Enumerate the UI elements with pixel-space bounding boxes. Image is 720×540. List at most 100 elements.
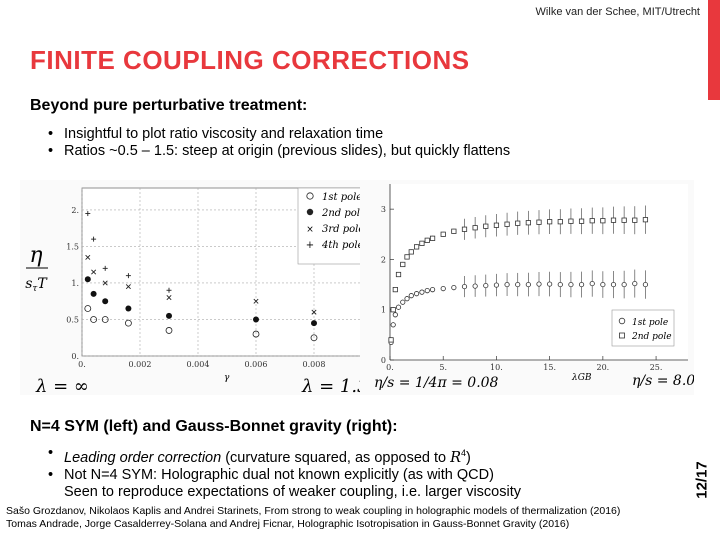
data-point-1st-pole: [642, 281, 649, 288]
bullet-item: Leading order correction (curvature squa…: [48, 445, 521, 467]
data-point-2nd-pole: [472, 225, 478, 231]
data-point-1st-pole: [101, 316, 109, 323]
data-point-1st-pole: [600, 281, 606, 288]
data-point-1st-pole: [90, 316, 97, 323]
y-tick-label: 0.5: [66, 315, 79, 324]
data-point-2nd-pole: [395, 271, 402, 278]
x-tick-label: 20.: [596, 363, 609, 372]
ylabel-eta: η: [29, 243, 42, 268]
y-tick-label: 2.: [71, 206, 79, 215]
accent-tab: [708, 0, 720, 100]
data-point-1st-pole: [536, 281, 542, 287]
data-point-1st-pole: [525, 281, 531, 288]
legend-marker-open-circle: [306, 192, 314, 200]
marker-stroke: [102, 280, 108, 286]
left-ylabel: η sτT: [25, 243, 48, 294]
data-point-1st-pole: [621, 281, 627, 288]
data-point-2nd-pole: [392, 287, 398, 293]
legend-marker-plus: +: [306, 240, 314, 251]
data-point-2nd-pole: [419, 240, 425, 246]
data-point-1st-pole: [125, 319, 132, 327]
data-point-2nd-pole: [461, 226, 468, 232]
legend-label: 1st pole: [632, 318, 668, 328]
data-point-2nd-pole: [547, 219, 553, 225]
data-point-2nd-pole: [568, 218, 574, 224]
legend-label: 4th pole: [321, 240, 364, 251]
data-point-3rd-pole: [311, 309, 317, 315]
annotation-eta-s-low: η/s = 1/4π = 0.08: [374, 375, 499, 391]
data-point-1st-pole: [252, 330, 260, 338]
y-tick-label: 1.: [71, 279, 79, 288]
y-tick-label: 1.5: [66, 242, 79, 251]
reference-item: Tomas Andrade, Jorge Casalderrey-Solana …: [6, 518, 570, 530]
data-point-4th-pole: [125, 273, 131, 279]
annotation-lambda-inf: λ = ∞: [35, 376, 89, 395]
reference-item: Sašo Grozdanov, Nikolaos Kaplis and Andr…: [6, 505, 621, 517]
data-point-2nd-pole: [642, 217, 649, 223]
data-point-4th-pole: [102, 265, 108, 271]
data-point-2nd-pole: [632, 217, 638, 223]
marker-stroke: [253, 298, 259, 304]
bullet-list-1: Insightful to plot ratio viscosity and r…: [48, 126, 510, 160]
data-point-2nd-pole: [610, 217, 617, 223]
slide-number-text: 12/17: [693, 461, 711, 499]
data-point-1st-pole: [483, 282, 489, 289]
data-point-2nd-pole: [404, 254, 410, 260]
legend-label: 2nd pole: [321, 208, 366, 219]
x-tick-label: 15.: [543, 363, 556, 372]
data-point-2nd-pole: [440, 231, 446, 237]
data-point-1st-pole: [400, 299, 406, 305]
data-point-2nd-pole: [600, 218, 606, 224]
marker-stroke: [166, 295, 172, 301]
italic-phrase: Leading order correction: [64, 449, 222, 466]
data-point-1st-pole: [404, 296, 410, 302]
legend-label: 3rd pole: [322, 224, 364, 235]
y-tick-label: 2: [381, 255, 386, 264]
bullet-list-2: Leading order correction (curvature squa…: [48, 445, 521, 501]
data-point-3rd-pole: [125, 284, 131, 290]
data-point-1st-pole: [165, 327, 173, 334]
slide-number: 12/17: [692, 452, 712, 508]
data-point-2nd-pole: [253, 316, 259, 323]
annotation-lambda-13: λ = 1.3: [301, 376, 369, 395]
data-point-2nd-pole: [84, 276, 91, 283]
x-tick-label: 25.: [650, 363, 663, 372]
data-point-1st-pole: [610, 281, 617, 288]
data-point-1st-pole: [578, 281, 585, 288]
section-heading-1: Beyond pure perturbative treatment:: [30, 97, 308, 114]
data-point-3rd-pole: [91, 269, 97, 275]
legend-marker-filled-circle: [306, 208, 314, 216]
legend-marker-cross: ×: [306, 225, 314, 235]
data-point-4th-pole: [85, 211, 91, 217]
data-point-2nd-pole: [504, 221, 510, 227]
bullet-item: Insightful to plot ratio viscosity and r…: [48, 126, 510, 143]
x-tick-label: 0.008: [303, 360, 326, 369]
data-point-1st-pole: [414, 291, 420, 297]
marker-stroke: [125, 284, 131, 290]
data-point-2nd-pole: [388, 337, 394, 343]
data-point-2nd-pole: [311, 320, 317, 327]
data-point-2nd-pole: [414, 244, 420, 250]
data-point-2nd-pole: [515, 220, 521, 226]
x-tick-label: 5.: [439, 363, 447, 372]
data-point-2nd-pole: [557, 219, 563, 225]
right-plot: 0. 5. 10. 15. 20. 25. 0 1 2 3 1st pole 2nd pole η…: [360, 180, 694, 395]
data-point-1st-pole: [390, 322, 396, 328]
x-tick-label: 0.: [78, 360, 86, 369]
x-axis-label: λGB: [571, 373, 592, 383]
x-tick-label: 0.: [386, 363, 394, 372]
author-header: Wilke van der Schee, MIT/Utrecht: [535, 6, 700, 18]
y-tick-label: 3: [381, 205, 386, 214]
right-legend: 1st pole 2nd pole: [611, 309, 675, 347]
marker-stroke: [311, 309, 317, 315]
bullet-item: Ratios ~0.5 – 1.5: steep at origin (prev…: [48, 143, 510, 160]
legend-label: 2nd pole: [631, 332, 672, 342]
legend-label: 1st pole: [322, 192, 362, 203]
data-point-1st-pole: [429, 287, 436, 293]
data-point-1st-pole: [557, 281, 563, 288]
data-point-2nd-pole: [483, 223, 489, 229]
legend-marker-open-square: [619, 332, 625, 339]
data-point-1st-pole: [589, 280, 595, 287]
x-axis-symbol: γ: [224, 373, 230, 383]
